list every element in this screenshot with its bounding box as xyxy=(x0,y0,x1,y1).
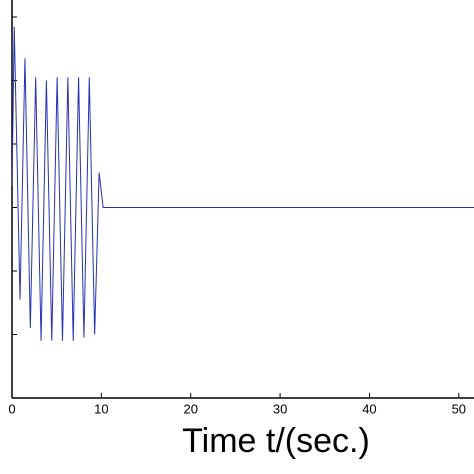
x-axis-label: Time t/(sec.) xyxy=(182,422,370,460)
x-tick-label: 30 xyxy=(273,401,287,416)
x-tick-label: 10 xyxy=(94,401,108,416)
line xyxy=(11,26,474,341)
x-tick-label: 50 xyxy=(452,401,466,416)
x-tick-label: 0 xyxy=(8,401,15,416)
x-tick-label: 40 xyxy=(362,401,376,416)
x-tick-label: 20 xyxy=(183,401,197,416)
